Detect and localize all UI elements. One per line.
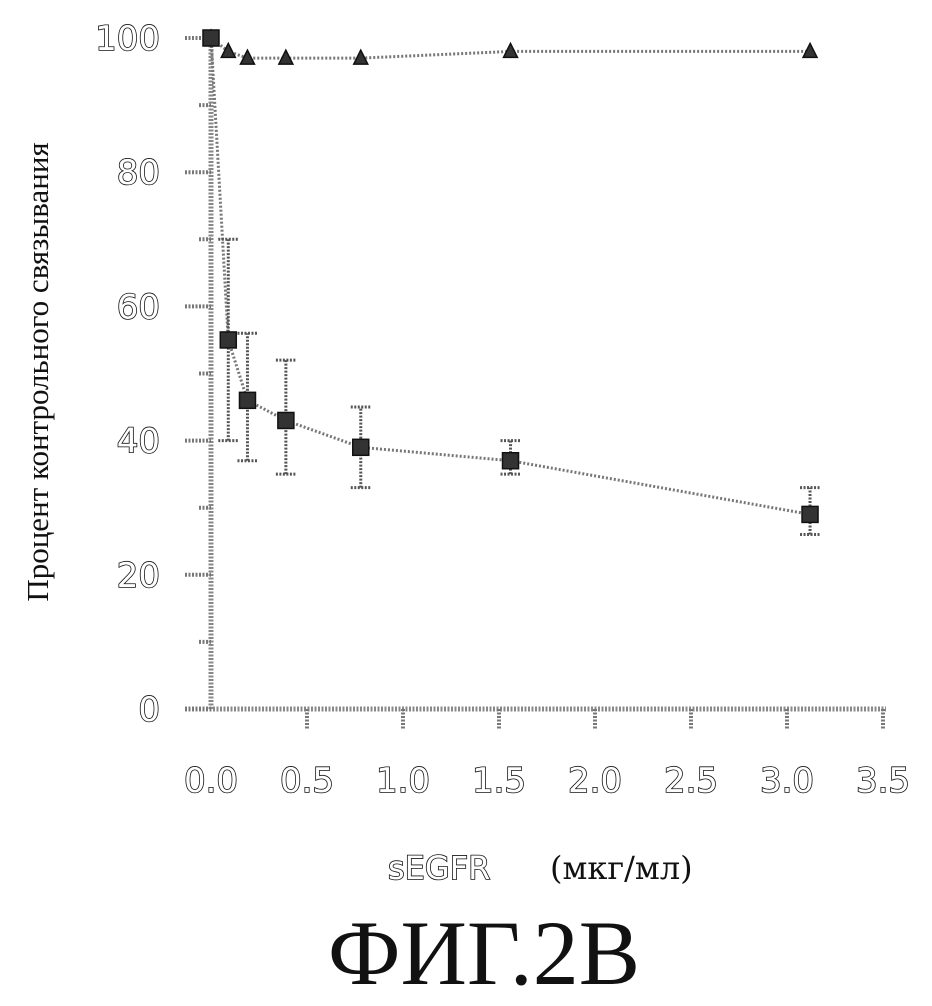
data-point-square — [220, 332, 236, 348]
y-tick-label: 20 — [117, 556, 160, 596]
y-tick-label: 0 — [138, 690, 160, 730]
data-point-square — [353, 439, 369, 455]
x-tick-label: 0.5 — [280, 761, 334, 801]
figure-caption: ФИГ.2В — [328, 902, 640, 1004]
ticks — [185, 38, 883, 729]
x-tick-label: 0.0 — [184, 761, 238, 801]
series-group — [203, 30, 820, 535]
x-tick-label: 2.5 — [664, 761, 718, 801]
x-tick-label: 2.0 — [568, 761, 622, 801]
x-axis-label-main: sEGFR — [388, 849, 490, 887]
y-tick-label: 100 — [95, 19, 160, 59]
data-point-square — [278, 412, 294, 428]
y-tick-label: 40 — [117, 422, 160, 462]
axes — [185, 35, 886, 710]
x-tick-label: 1.5 — [472, 761, 526, 801]
x-axis-label-unit: (мкг/мл) — [550, 849, 693, 887]
x-tick-label: 3.5 — [856, 761, 910, 801]
data-point-triangle — [221, 43, 235, 57]
y-tick-label: 80 — [117, 153, 160, 193]
y-tick-labels: 0 20 40 60 80 100 — [95, 19, 160, 730]
data-point-square — [802, 506, 818, 522]
x-tick-labels: 0.0 0.5 1.0 1.5 2.0 2.5 3.0 3.5 — [184, 761, 910, 801]
y-axis-label: Процент контрольного связывания — [20, 142, 55, 601]
data-point-square — [503, 453, 519, 469]
x-tick-label: 3.0 — [760, 761, 814, 801]
y-tick-label: 60 — [117, 287, 160, 327]
series-1 — [204, 30, 817, 64]
data-point-square — [203, 30, 219, 46]
series-line — [211, 38, 810, 514]
series-2 — [203, 30, 820, 535]
data-point-square — [239, 392, 255, 408]
x-tick-label: 1.0 — [376, 761, 430, 801]
